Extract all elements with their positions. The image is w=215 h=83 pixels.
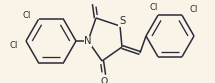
Text: S: S <box>119 16 125 26</box>
Text: Cl: Cl <box>150 3 158 12</box>
Text: O: O <box>90 0 98 1</box>
Text: Cl: Cl <box>10 41 18 49</box>
Text: O: O <box>100 78 108 83</box>
Text: N: N <box>84 36 92 46</box>
Text: Cl: Cl <box>22 11 31 20</box>
Text: Cl: Cl <box>190 5 198 14</box>
